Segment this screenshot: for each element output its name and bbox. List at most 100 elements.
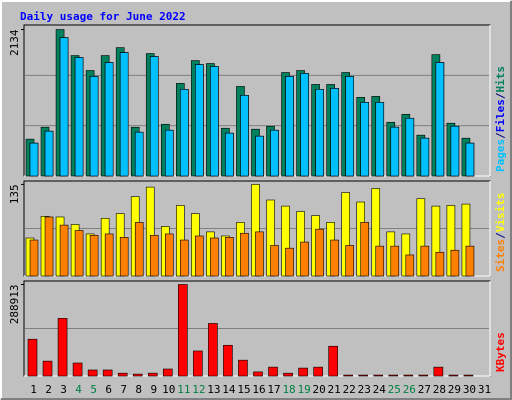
bar: [149, 234, 159, 277]
bar: [375, 245, 385, 277]
x-tick-label: 27: [418, 383, 431, 396]
x-tick-label: 5: [90, 383, 97, 396]
bar: [195, 64, 204, 177]
bar: [134, 222, 144, 277]
x-tick-label: 15: [237, 383, 250, 396]
bar: [420, 245, 430, 277]
x-tick-label: 31: [478, 383, 491, 396]
bar: [89, 234, 99, 277]
bar: [42, 360, 53, 377]
bar: [119, 237, 129, 277]
y-tick-label: 2134: [8, 29, 21, 56]
legend-entry: Pages: [494, 139, 507, 172]
bar: [283, 372, 293, 377]
x-tick-label: 25: [388, 383, 401, 396]
legend-entry: KBytes: [494, 332, 507, 372]
bar: [450, 249, 460, 277]
x-tick-label: 26: [403, 383, 416, 396]
bar: [119, 52, 129, 177]
legend-separator: /: [494, 92, 507, 99]
bar: [208, 323, 218, 377]
x-tick-label: 20: [313, 383, 326, 396]
bar: [225, 237, 234, 277]
bar: [465, 142, 475, 177]
bar: [72, 362, 83, 377]
bar: [253, 371, 263, 377]
bar: [375, 102, 385, 177]
bar: [104, 62, 114, 177]
x-tick-label: 30: [463, 383, 476, 396]
legend: KBytes: [494, 332, 507, 372]
bar: [433, 366, 444, 377]
bar: [360, 222, 370, 277]
bar: [373, 374, 384, 377]
bar: [134, 131, 144, 177]
bar: [343, 374, 353, 377]
legend-entry: Hits: [494, 66, 507, 93]
bar: [435, 251, 445, 277]
bar: [149, 56, 159, 177]
bar: [330, 88, 339, 177]
bar: [147, 372, 158, 377]
y-tick-label: 288913: [8, 285, 21, 325]
bar: [388, 374, 399, 377]
bar: [268, 366, 278, 377]
bar: [104, 233, 114, 277]
x-tick-label: 24: [373, 383, 387, 396]
x-tick-label: 11: [177, 383, 190, 396]
x-tick-label: 14: [222, 383, 236, 396]
bar: [448, 374, 459, 377]
bar: [27, 338, 38, 377]
bar: [403, 374, 414, 377]
bar: [450, 125, 460, 177]
x-tick-label: 22: [343, 383, 356, 396]
bar: [132, 373, 143, 377]
x-tick-label: 6: [105, 383, 112, 396]
bar: [89, 76, 99, 177]
bar: [162, 368, 173, 377]
bar: [390, 126, 400, 177]
bar: [360, 102, 370, 177]
bar: [285, 76, 294, 177]
bar: [29, 239, 39, 277]
x-tick-label: 28: [433, 383, 446, 396]
bar: [59, 37, 69, 177]
bar: [405, 117, 415, 177]
legend-separator: /: [494, 132, 507, 139]
bar: [223, 344, 233, 377]
x-tick-label: 23: [358, 383, 371, 396]
bar: [164, 233, 174, 277]
legend: Sites/Visits: [494, 193, 507, 273]
x-tick-label: 21: [328, 383, 341, 396]
bar: [255, 231, 264, 277]
bar: [465, 245, 475, 277]
bar: [178, 284, 188, 377]
chart-title: Daily usage for June 2022: [20, 10, 186, 23]
bar: [255, 135, 264, 177]
x-tick-label: 1: [30, 383, 37, 396]
legend-entry: Visits: [494, 193, 507, 233]
bar: [418, 374, 429, 377]
bar: [315, 89, 324, 177]
x-tick-label: 17: [267, 383, 280, 396]
bar: [420, 137, 430, 177]
bar: [210, 237, 219, 277]
bar: [313, 366, 323, 377]
bar: [300, 73, 309, 177]
legend-entry: Sites: [494, 239, 507, 272]
y-tick-label: 135: [8, 184, 21, 204]
bar: [298, 367, 308, 377]
bar: [195, 235, 204, 277]
bar: [44, 130, 54, 177]
legend: Pages/Files/Hits: [494, 66, 507, 172]
x-tick-label: 13: [207, 383, 220, 396]
bar: [29, 142, 39, 177]
x-tick-label: 4: [75, 383, 82, 396]
bar: [315, 228, 324, 277]
x-tick-label: 10: [162, 383, 175, 396]
bar: [193, 350, 203, 377]
x-tick-label: 29: [448, 383, 461, 396]
